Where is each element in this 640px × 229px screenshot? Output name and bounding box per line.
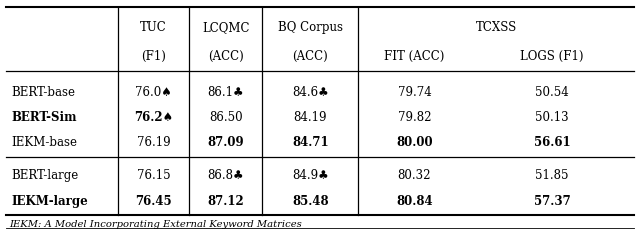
Text: 87.12: 87.12	[207, 194, 244, 207]
Text: LOGS (F1): LOGS (F1)	[520, 50, 584, 63]
Text: (F1): (F1)	[141, 50, 166, 63]
Text: 51.85: 51.85	[535, 169, 569, 182]
Text: 50.54: 50.54	[535, 85, 569, 98]
Text: TCXSS: TCXSS	[476, 21, 516, 34]
Text: 56.61: 56.61	[534, 136, 570, 148]
Text: 85.48: 85.48	[292, 194, 329, 207]
Text: 80.32: 80.32	[397, 169, 431, 182]
Text: 86.1♣: 86.1♣	[207, 85, 244, 98]
Text: 76.0♠: 76.0♠	[135, 85, 172, 98]
Text: 84.9♣: 84.9♣	[292, 169, 329, 182]
Text: 84.71: 84.71	[292, 136, 329, 148]
Text: 87.09: 87.09	[207, 136, 244, 148]
Text: LCQMC: LCQMC	[202, 21, 250, 34]
Text: 50.13: 50.13	[535, 110, 569, 123]
Text: TUC: TUC	[140, 21, 167, 34]
Text: BERT-large: BERT-large	[12, 169, 79, 182]
Text: (ACC): (ACC)	[292, 50, 328, 63]
Text: 76.19: 76.19	[137, 136, 170, 148]
Text: (ACC): (ACC)	[208, 50, 243, 63]
Text: 76.2♠: 76.2♠	[134, 110, 173, 123]
Text: 86.50: 86.50	[209, 110, 243, 123]
Text: 76.45: 76.45	[135, 194, 172, 207]
Text: 84.19: 84.19	[294, 110, 327, 123]
Text: 84.6♣: 84.6♣	[292, 85, 329, 98]
Text: 79.74: 79.74	[397, 85, 431, 98]
Text: IEKM-base: IEKM-base	[12, 136, 77, 148]
Text: 76.15: 76.15	[137, 169, 170, 182]
Text: BERT-Sim: BERT-Sim	[12, 110, 77, 123]
Text: 86.8♣: 86.8♣	[207, 169, 244, 182]
Text: FIT (ACC): FIT (ACC)	[384, 50, 445, 63]
Text: BERT-base: BERT-base	[12, 85, 76, 98]
Text: 80.00: 80.00	[396, 136, 433, 148]
Text: 80.84: 80.84	[396, 194, 433, 207]
Text: BQ Corpus: BQ Corpus	[278, 21, 343, 34]
Text: IEKM-large: IEKM-large	[12, 194, 88, 207]
Text: IEKM: A Model Incorporating External Keyword Matrices: IEKM: A Model Incorporating External Key…	[10, 219, 302, 229]
Text: 79.82: 79.82	[397, 110, 431, 123]
Text: 57.37: 57.37	[534, 194, 570, 207]
